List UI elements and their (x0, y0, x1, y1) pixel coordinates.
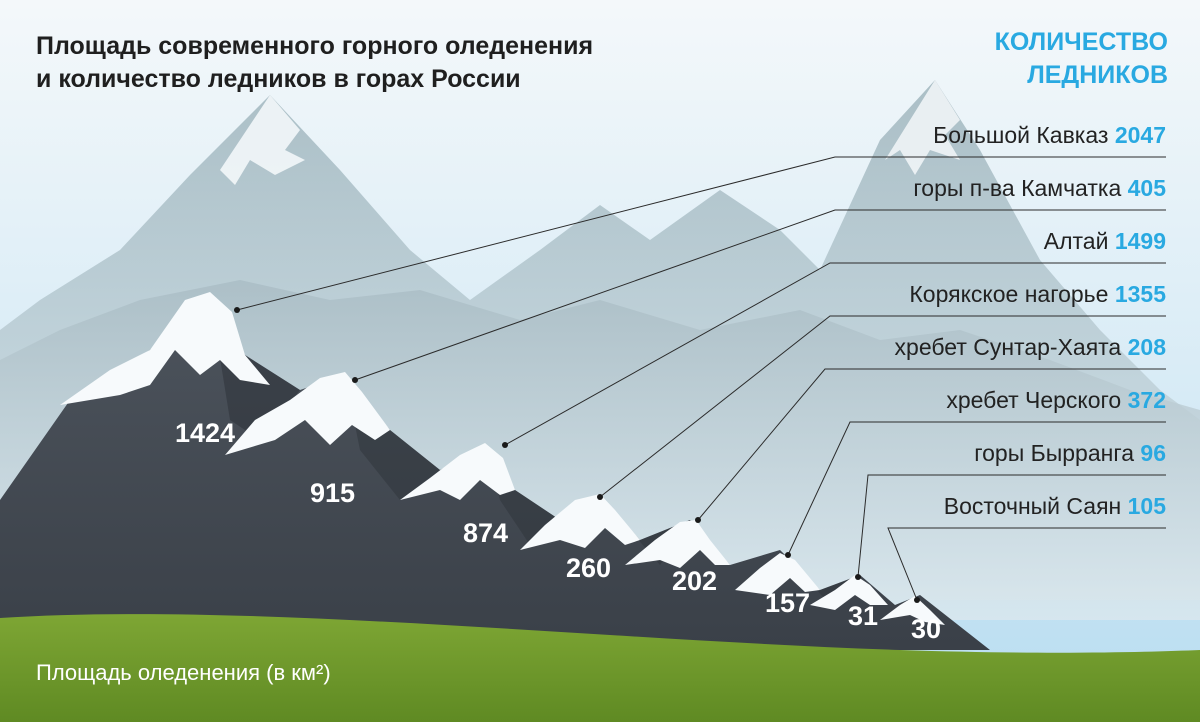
region-label: хребет Черского 372 (946, 387, 1166, 413)
region-name: горы Бырранга (974, 440, 1140, 466)
glacier-area-value: 260 (566, 553, 611, 583)
peak-dot (785, 552, 791, 558)
grass-ground (0, 614, 1200, 722)
glacier-count-value: 1499 (1115, 228, 1166, 254)
snow-cap-4 (520, 494, 640, 550)
area-axis-caption: Площадь оледенения (в км²) (36, 660, 331, 685)
glacier-count-value: 2047 (1115, 122, 1166, 148)
leader-line (504, 262, 1166, 446)
glacier-count-value: 1355 (1115, 281, 1166, 307)
glacier-area-value: 1424 (175, 418, 235, 448)
glacier-count-heading-line-2: ЛЕДНИКОВ (1027, 61, 1168, 89)
region-name: Алтай (1044, 228, 1115, 254)
leader-line (857, 474, 1166, 578)
leader-line (599, 315, 1166, 498)
peak-dot (695, 517, 701, 523)
glacier-area-value: 202 (672, 566, 717, 596)
region-name: Корякское нагорье (909, 281, 1114, 307)
leader-line (354, 209, 1166, 381)
glacier-count-value: 105 (1128, 493, 1167, 519)
glacier-count-value: 372 (1128, 387, 1166, 413)
peak-dot (855, 574, 861, 580)
chart-title: Площадь современного горного оледенения … (36, 30, 736, 96)
region-name: хребет Черского (946, 387, 1127, 413)
region-label: хребет Сунтар-Хаята 208 (895, 334, 1167, 360)
glacier-area-value: 31 (848, 601, 878, 631)
glacier-count-heading: КОЛИЧЕСТВО ЛЕДНИКОВ (908, 26, 1168, 92)
peak-dot (352, 377, 358, 383)
snow-cap-8 (880, 596, 945, 625)
peak-dot (914, 597, 920, 603)
region-name: хребет Сунтар-Хаята (895, 334, 1128, 360)
snow-cap-7 (810, 575, 888, 610)
region-label: горы п-ва Камчатка 405 (913, 175, 1166, 201)
region-label: Алтай 1499 (1044, 228, 1166, 254)
peak-dot (234, 307, 240, 313)
glacier-count-value: 96 (1140, 440, 1166, 466)
chart-title-line-2: и количество ледников в горах России (36, 65, 521, 93)
snow-far-main (220, 95, 305, 185)
glacier-area-value: 915 (310, 478, 355, 508)
peak-dot (502, 442, 508, 448)
region-name: горы п-ва Камчатка (913, 175, 1127, 201)
snow-cap-5 (625, 520, 730, 568)
snow-cap-3 (400, 443, 515, 500)
snow-far-right (885, 80, 960, 175)
region-label: Восточный Саян 105 (944, 493, 1166, 519)
leader-line (787, 421, 1166, 556)
glacier-count-value: 208 (1128, 334, 1167, 360)
ridge-shadow-3 (485, 445, 560, 545)
region-label: Корякское нагорье 1355 (909, 281, 1166, 307)
region-name: Большой Кавказ (933, 122, 1115, 148)
glacier-count-value: 405 (1128, 175, 1167, 201)
snow-cap-2 (225, 372, 390, 455)
leader-line (887, 527, 1166, 601)
data-marks: Большой Кавказ 2047 1424 горы п-ва Камчатк… (175, 122, 1166, 644)
leader-line (697, 368, 1166, 521)
glacier-area-value: 30 (911, 614, 941, 644)
glacier-count-heading-line-1: КОЛИЧЕСТВО (994, 28, 1168, 56)
snow-cap-6 (735, 553, 820, 595)
peak-dot (597, 494, 603, 500)
region-label: горы Бырранга 96 (974, 440, 1166, 466)
glacier-area-value: 874 (463, 518, 508, 548)
leader-line (236, 156, 1166, 311)
snow-cap-1 (60, 292, 270, 405)
region-name: Восточный Саян (944, 493, 1128, 519)
glacier-area-value: 157 (765, 588, 810, 618)
chart-title-line-1: Площадь современного горного оледенения (36, 32, 594, 60)
region-label: Большой Кавказ 2047 (933, 122, 1166, 148)
